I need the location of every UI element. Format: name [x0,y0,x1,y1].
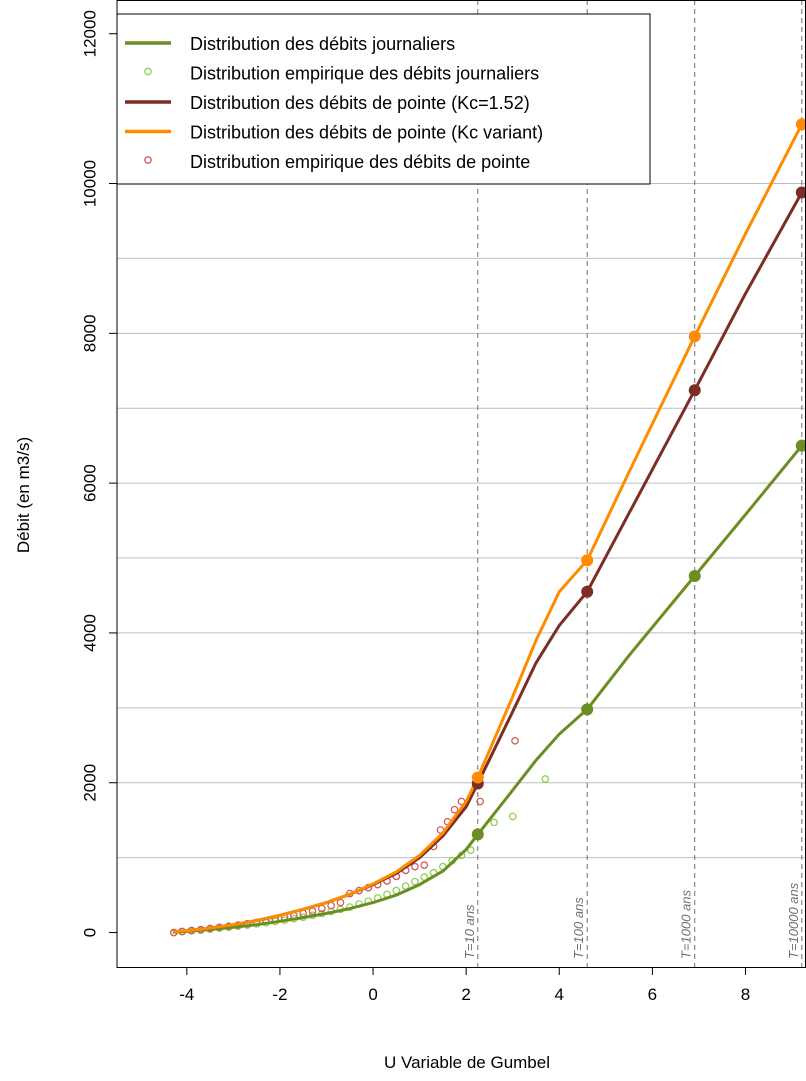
empirical-point [336,898,345,907]
legend: Distribution des débits journaliers Distr… [116,13,651,185]
return-period-marker [581,703,594,716]
return-period-marker [471,828,484,841]
y-tick-label: 2000 [80,764,99,802]
y-tick-label: 12000 [80,10,99,57]
return-period-marker [581,554,594,567]
x-tick-label: 6 [648,985,657,1004]
legend-box [116,13,651,185]
return-period-marker [795,118,806,131]
axis-layer: -4 -2 0 2 4 6 8 0 2000 4000 6000 8000 10000 12000 [80,10,750,1004]
empirical-point [476,797,484,806]
return-period-label: T=1000 ans [679,889,694,959]
return-period-marker [688,330,701,343]
y-tick-label: 4000 [80,614,99,652]
legend-swatch-point [144,67,152,76]
x-tick-label: 4 [555,985,564,1004]
y-tick-label: 0 [80,928,99,937]
legend-label: Distribution empirique des débits journa… [190,64,539,84]
empirical-point [308,907,317,916]
x-tick-label: 2 [461,985,470,1004]
series-line [172,444,803,934]
legend-label: Distribution empirique des débits de poi… [190,152,530,172]
empirical-point [466,846,475,855]
empirical-point [511,736,519,745]
series-line [172,123,804,934]
return-period-marker [688,384,701,397]
x-tick-label: -4 [179,985,194,1004]
return-period-marker [581,585,594,598]
x-tick-label: 8 [741,985,750,1004]
return-period-label: T=10000 ans [786,882,801,959]
legend-label: Distribution des débits journaliers [190,34,455,54]
x-axis-title: U Variable de Gumbel [384,1053,550,1072]
legend-entries: Distribution des débits journaliers Distr… [125,34,543,172]
empirical-point [411,862,419,871]
empirical-point [490,818,498,827]
y-axis-title: Débit (en m3/s) [14,437,33,553]
empirical-point [508,812,517,821]
return-period-marker [471,771,484,784]
return-period-label: T=10 ans [462,904,477,959]
return-period-layer: T=10 ans T=100 ans T=1000 ans T=10000 ans [462,0,803,967]
x-tick-label: -2 [272,985,287,1004]
empirical-point [541,775,550,783]
y-tick-label: 6000 [80,464,99,502]
legend-swatch-point [144,156,152,164]
return-period-marker [795,186,806,199]
y-tick-label: 10000 [80,160,99,207]
empirical-point [420,861,429,869]
empirical-point [450,805,459,814]
series-layer [169,118,806,937]
return-period-marker [688,570,701,583]
empirical-point [411,877,419,886]
return-period-marker [795,439,806,452]
y-tick-label: 8000 [80,314,99,352]
legend-label: Distribution des débits de pointe (Kc=1.… [190,93,530,113]
x-tick-label: 0 [368,985,377,1004]
return-period-label: T=100 ans [571,897,586,959]
legend-label: Distribution des débits de pointe (Kc va… [190,123,543,143]
grid-layer [117,183,806,859]
